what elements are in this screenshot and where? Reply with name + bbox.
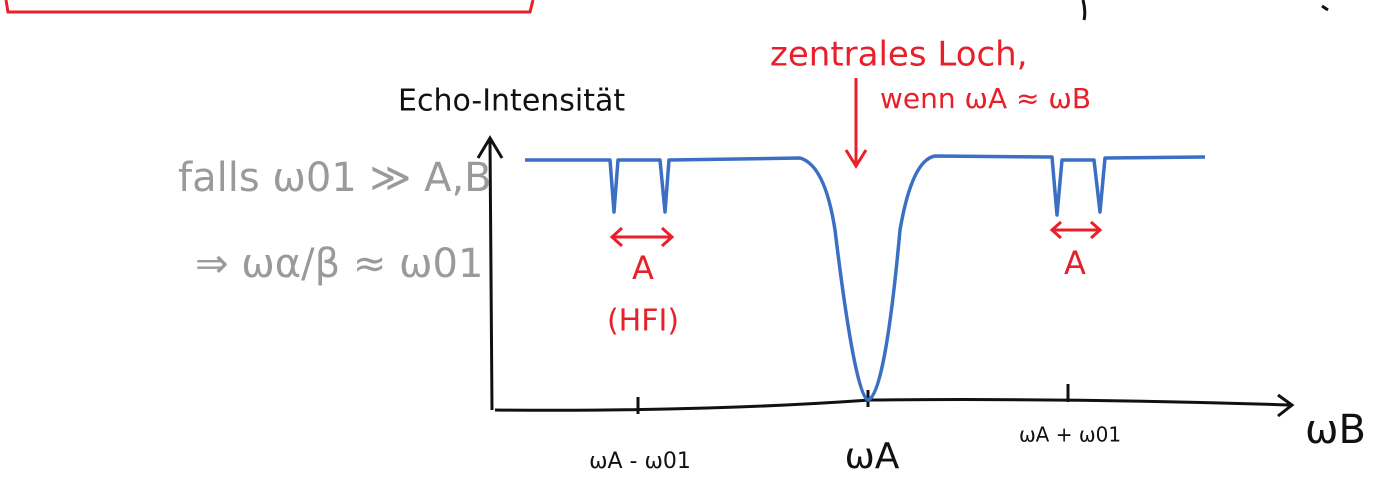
x-axis xyxy=(495,395,1292,416)
annotation-hole: zentrales Loch, xyxy=(770,35,1028,75)
red-box xyxy=(6,0,533,12)
x-tick-label: ωA xyxy=(845,436,900,477)
annotation-hole-condition: wenn ωA ≈ ωB xyxy=(880,82,1091,115)
stroke xyxy=(1322,6,1328,10)
note-condition: falls ω01 ≫ A,B xyxy=(178,155,492,201)
spectrum-curve xyxy=(525,156,1205,400)
page: {"notes": {"condition": "falls ω01 ≫ A,B… xyxy=(0,0,1392,481)
double-arrow xyxy=(1052,222,1100,238)
note-consequence: ⇒ ωα/β ≈ ω01 xyxy=(195,241,483,287)
x-tick-label: ωA + ω01 xyxy=(1019,423,1121,447)
arrow xyxy=(846,78,866,166)
x-axis-label: ωB xyxy=(1305,407,1366,453)
stroke xyxy=(1083,0,1085,20)
y-axis-label: Echo-Intensität xyxy=(398,84,625,119)
double-arrow xyxy=(612,228,672,246)
x-tick-label: ωA - ω01 xyxy=(589,449,691,474)
splitting-label: A xyxy=(1064,244,1086,282)
splitting-label: A xyxy=(632,249,654,287)
splitting-note: (HFI) xyxy=(607,304,679,339)
diagram: falls ω01 ≫ A,B ⇒ ωα/β ≈ ω01 Echo-Intens… xyxy=(0,0,1392,481)
